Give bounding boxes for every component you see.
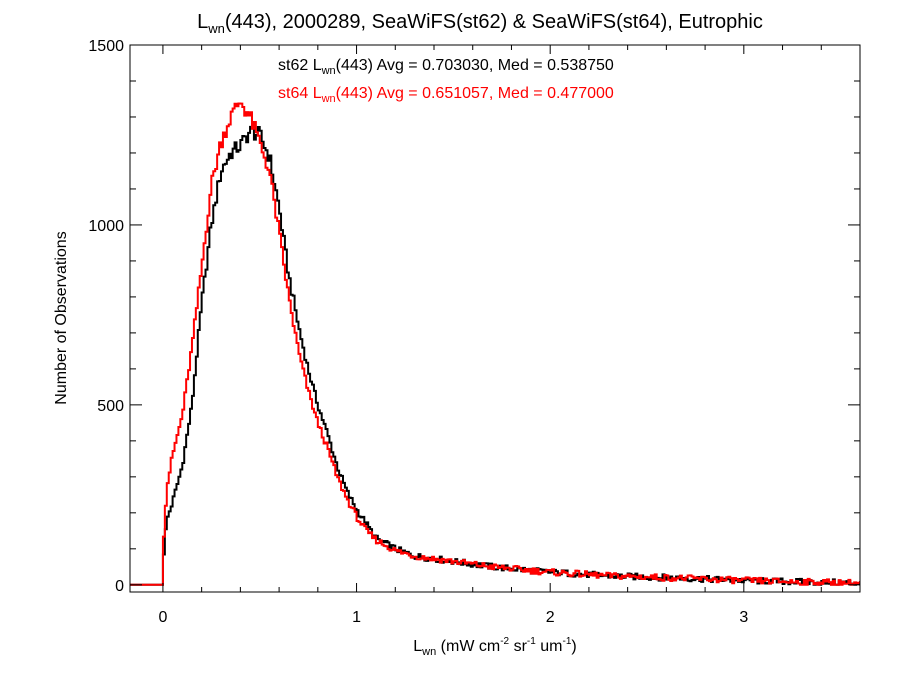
x-tick-label-0: 0 [158, 609, 167, 626]
series-1-line [130, 102, 860, 586]
y-tick-label-3: 1500 [88, 38, 124, 55]
y-axis-label: Number of Observations [53, 231, 70, 404]
annotation-st62: st62 Lwn(443) Avg = 0.703030, Med = 0.53… [278, 57, 614, 77]
x-tick-label-2: 2 [546, 609, 555, 626]
y-tick-label-0: 0 [115, 578, 124, 595]
tick-layer: 0 1 2 3 0 500 1000 1500 [88, 38, 860, 626]
y-tick-label-1: 500 [97, 398, 124, 415]
chart-title: Lwn(443), 2000289, SeaWiFS(st62) & SeaWi… [197, 11, 763, 36]
x-axis-label: Lwn (mW cm-2 sr-1 um-1) [413, 636, 576, 658]
y-tick-label-2: 1000 [88, 218, 124, 235]
series-layer [130, 102, 860, 586]
annotation-st64: st64 Lwn(443) Avg = 0.651057, Med = 0.47… [278, 85, 614, 105]
x-tick-label-1: 1 [352, 609, 361, 626]
x-tick-label-3: 3 [739, 609, 748, 626]
plot-frame [129, 44, 861, 593]
